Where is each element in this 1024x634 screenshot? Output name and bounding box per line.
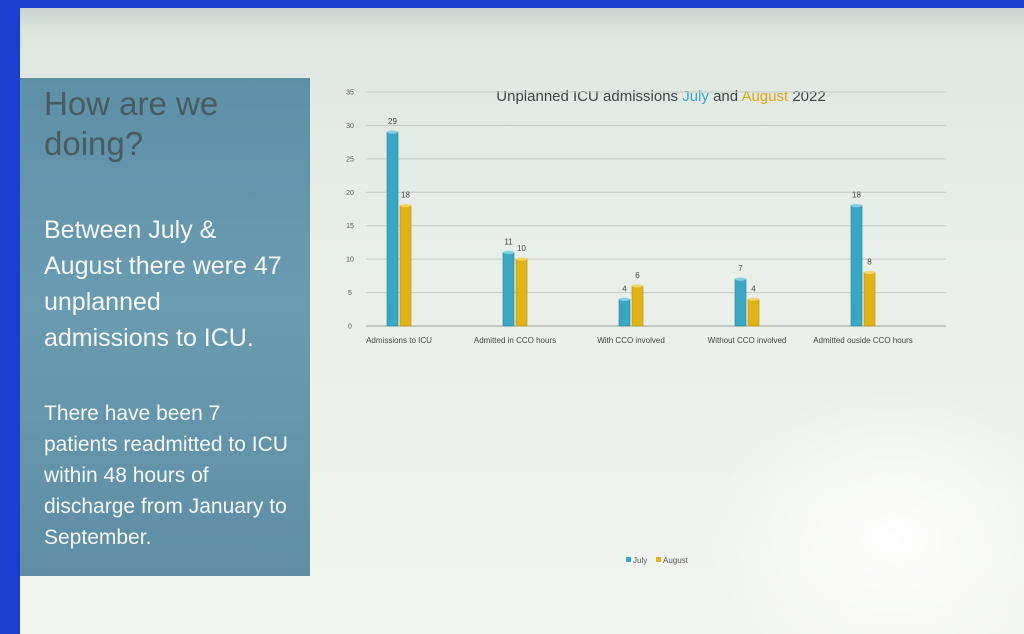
y-tick-label: 10	[346, 257, 354, 264]
bar-august	[515, 258, 528, 327]
data-label: 6	[635, 271, 640, 280]
category-label: Without CCO involved	[708, 336, 787, 345]
bar-cap	[851, 204, 862, 208]
data-label: 8	[867, 258, 872, 267]
category-label: Admissions to ICU	[366, 336, 432, 345]
chart-title: Unplanned ICU admissions July and August…	[496, 88, 825, 105]
bar-cap	[516, 257, 527, 261]
y-tick-label: 15	[346, 223, 354, 230]
bar-cap	[503, 250, 514, 255]
bar-cap	[619, 297, 630, 301]
category-label: Admitted ouside CCO hours	[813, 336, 913, 345]
bar-august	[863, 272, 876, 327]
bar-cap	[864, 270, 875, 275]
y-tick-label: 30	[346, 123, 354, 130]
legend-label-july: July	[633, 556, 647, 565]
y-tick-label: 0	[348, 324, 352, 331]
bar-july	[502, 252, 515, 327]
data-label: 4	[622, 284, 627, 293]
y-tick-label: 35	[346, 90, 354, 97]
legend-swatch-august	[656, 557, 661, 562]
bar-july	[386, 131, 399, 327]
bar-july	[618, 298, 631, 327]
data-label: 18	[401, 191, 410, 200]
slide-top-band	[20, 8, 1024, 34]
bar-cap	[632, 284, 643, 288]
bar-cap	[387, 130, 398, 134]
category-label: With CCO involved	[597, 336, 665, 345]
data-label: 10	[517, 244, 526, 253]
admissions-bar-chart: Unplanned ICU admissions July and August…	[346, 88, 946, 565]
legend-label-august: August	[663, 556, 689, 565]
bar-cap	[400, 204, 411, 208]
readmissions-summary: There have been 7 patients readmitted to…	[44, 402, 288, 549]
data-label: 11	[504, 237, 513, 246]
legend-swatch-july	[626, 557, 631, 562]
data-label: 7	[738, 264, 743, 273]
y-tick-label: 5	[348, 290, 352, 297]
category-label: Admitted in CCO hours	[474, 336, 556, 345]
data-label: 4	[751, 284, 756, 293]
y-tick-label: 20	[346, 190, 354, 197]
bar-august	[747, 298, 760, 327]
summary-panel: How are we doing? Between July & August …	[20, 78, 310, 576]
bar-august	[631, 285, 644, 327]
bar-cap	[748, 297, 759, 301]
projected-slide: How are we doing? Between July & August …	[20, 8, 1024, 634]
bar-cap	[735, 277, 746, 281]
data-label: 29	[388, 117, 397, 126]
bar-july	[850, 205, 863, 327]
bar-july	[734, 278, 747, 327]
slide-heading: How are we doing?	[44, 85, 219, 162]
y-tick-label: 25	[346, 156, 354, 163]
data-label: 18	[852, 191, 861, 200]
bar-august	[399, 205, 412, 327]
admissions-summary: Between July & August there were 47 unpl…	[44, 216, 282, 352]
